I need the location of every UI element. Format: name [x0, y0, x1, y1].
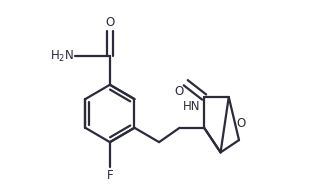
Text: F: F: [107, 169, 113, 182]
Text: O: O: [236, 117, 245, 130]
Text: O: O: [105, 16, 115, 29]
Text: HN: HN: [183, 101, 201, 113]
Text: $\mathregular{H_2N}$: $\mathregular{H_2N}$: [50, 48, 74, 64]
Text: O: O: [174, 85, 184, 98]
